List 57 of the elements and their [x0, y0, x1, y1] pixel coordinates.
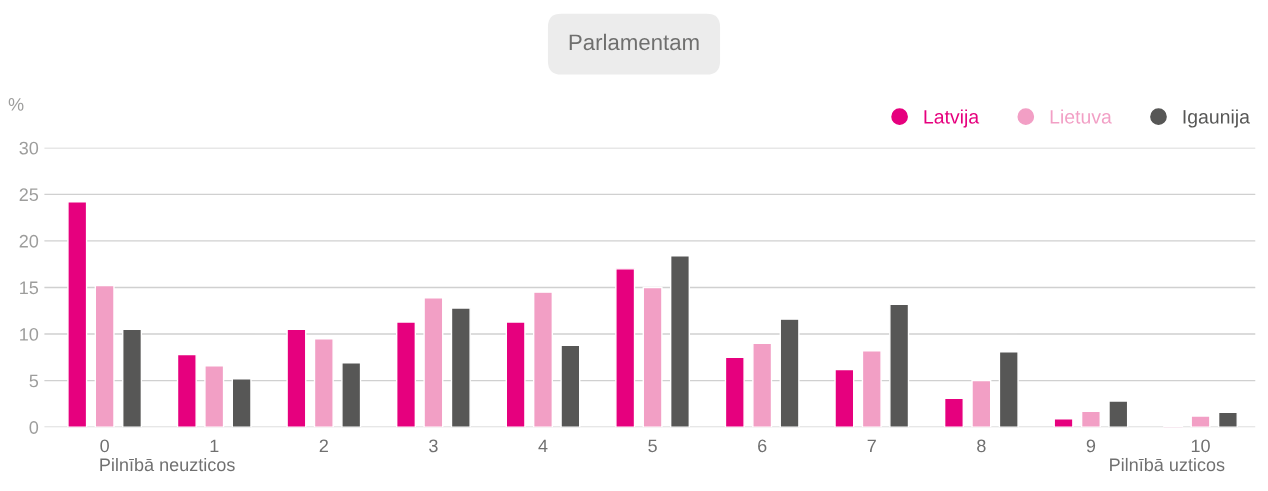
y-tick-label: 0 [29, 421, 39, 434]
bar [1217, 411, 1238, 428]
bar [450, 307, 471, 428]
x-tick-label: 2 [319, 439, 328, 453]
bar [1053, 418, 1074, 428]
x-tick-label: 9 [1086, 439, 1096, 453]
bar [313, 338, 334, 428]
y-tick-label: 25 [19, 188, 39, 202]
x-tick-label: 8 [977, 439, 986, 453]
y-axis-title: % [8, 98, 24, 111]
bar [532, 291, 554, 428]
bar [204, 365, 225, 428]
bar [752, 342, 773, 428]
bar [971, 379, 992, 428]
bar [1190, 415, 1211, 428]
text: Pilnībā uzticos [1110, 457, 1225, 472]
bar [861, 350, 882, 428]
bar [560, 344, 581, 428]
bar [998, 351, 1019, 428]
y-tick-label: 20 [19, 234, 39, 248]
x-tick-label: 6 [758, 439, 767, 453]
bar [669, 255, 690, 428]
bar [1108, 400, 1129, 428]
bar [889, 303, 910, 428]
bar [231, 378, 252, 428]
x-tick-label: 0 [100, 439, 109, 453]
bar [834, 368, 855, 428]
bar [1080, 410, 1101, 428]
bar [779, 318, 800, 428]
bar [286, 328, 307, 428]
x-tick-label: 10 [1191, 439, 1210, 453]
bar [94, 284, 115, 428]
bar [505, 321, 526, 428]
bar [341, 362, 362, 428]
bar [642, 286, 663, 428]
y-tick-label: 5 [29, 374, 39, 388]
bar [615, 268, 636, 428]
y-tick-label: 10 [20, 327, 39, 341]
x-tick-label: 3 [429, 439, 438, 453]
legend-label: Lietuva [1050, 109, 1112, 124]
bar [67, 201, 88, 428]
bar [176, 353, 197, 428]
x-tick-label: 7 [867, 439, 876, 453]
bar [396, 321, 417, 428]
legend-label: Igaunija [1183, 109, 1250, 128]
x-tick-label: 5 [648, 439, 657, 453]
x-tick-label: 1 [210, 439, 219, 453]
bar [423, 297, 444, 428]
bar [724, 356, 745, 428]
y-tick-label: 15 [20, 281, 39, 295]
y-tick-label: 30 [19, 141, 39, 155]
chart-title: Parlamentam [569, 33, 699, 51]
text: Pilnībā neuzticos [100, 457, 235, 472]
bar [943, 397, 964, 428]
bar [122, 328, 143, 428]
x-tick-label: 4 [538, 439, 548, 453]
legend-label: Latvija [924, 109, 980, 128]
